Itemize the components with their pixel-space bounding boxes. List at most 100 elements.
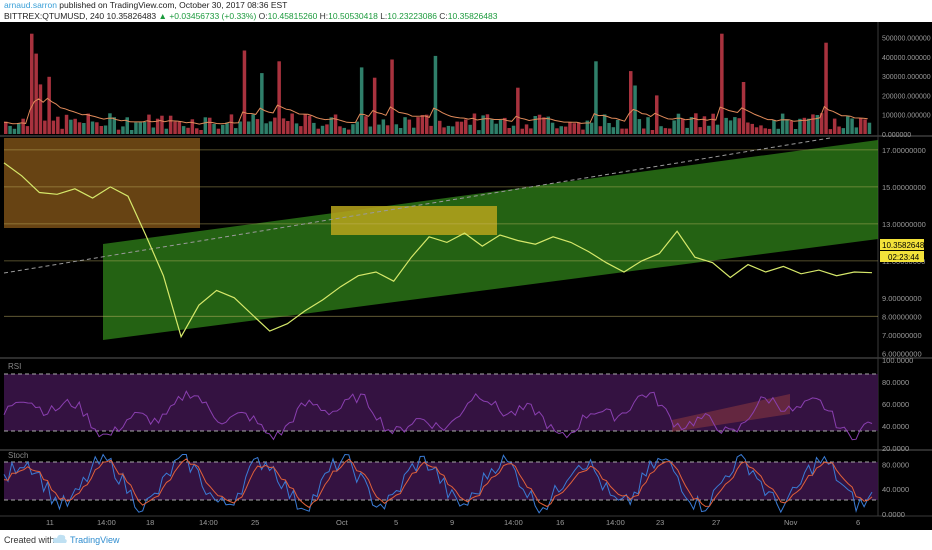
price-line — [3, 162, 873, 339]
stoch-band-fill — [4, 462, 878, 500]
volume-bar — [303, 114, 307, 134]
volume-bar — [234, 128, 238, 134]
time-tick-label: 27 — [712, 518, 720, 527]
volume-bar — [412, 127, 416, 134]
volume-bar — [780, 113, 785, 134]
volume-bar — [34, 53, 38, 134]
volume-bar — [589, 122, 594, 134]
volume-bar — [420, 115, 425, 134]
volume-bar — [828, 129, 833, 134]
volume-bar — [333, 114, 338, 134]
volume-bar — [129, 130, 134, 134]
volume-bar — [637, 119, 642, 134]
volume-bar — [286, 121, 290, 134]
volume-bar — [108, 113, 112, 134]
volume-bar — [208, 117, 212, 134]
price-tick-label: 7.00000000 — [882, 331, 922, 340]
volume-bar — [832, 118, 837, 134]
volume-bar — [503, 117, 507, 134]
volume-bar — [25, 126, 30, 134]
volume-bar — [837, 126, 841, 134]
volume-bar — [4, 121, 8, 134]
price-tick-label: 13.00000000 — [882, 220, 926, 229]
volume-bar — [82, 123, 86, 134]
stoch-label: Stoch — [8, 451, 28, 460]
volume-bar — [763, 128, 767, 134]
volume-bar — [438, 120, 442, 134]
volume-bar — [494, 123, 498, 134]
volume-bar — [294, 123, 299, 134]
resistance-zone-box[interactable] — [4, 138, 200, 228]
volume-bar — [711, 113, 715, 134]
chart-header: arnaud.sarron published on TradingView.c… — [0, 0, 932, 22]
volume-bar — [381, 119, 386, 134]
tradingview-cloud-icon — [52, 534, 67, 543]
volume-bar — [702, 116, 707, 134]
volume-bar — [624, 128, 629, 134]
volume-bar — [190, 119, 195, 134]
consolidation-box[interactable] — [331, 206, 497, 235]
volume-bar — [199, 130, 203, 134]
volume-tick-label: 200000.000000 — [882, 93, 931, 100]
volume-bar — [668, 128, 672, 134]
rsi-rising-channel[interactable] — [672, 394, 790, 432]
created-with-text: Created with — [4, 535, 55, 545]
volume-bar — [221, 124, 225, 134]
volume-bar — [103, 125, 108, 134]
open-label: O: — [258, 11, 268, 21]
volume-bar — [785, 119, 789, 134]
author-link[interactable]: arnaud.sarron — [4, 0, 57, 10]
tradingview-link[interactable]: TradingView — [70, 535, 120, 545]
volume-bar — [737, 118, 741, 134]
volume-bar — [442, 127, 446, 134]
volume-bar — [455, 121, 459, 134]
volume-bar — [750, 123, 754, 134]
volume-bar — [815, 115, 820, 134]
volume-bar — [741, 82, 746, 134]
published-text: published on TradingView.com, October 30… — [59, 0, 288, 10]
volume-bar — [225, 122, 229, 134]
volume-bar — [694, 113, 698, 134]
volume-bar — [655, 95, 659, 134]
volume-bar — [281, 118, 286, 134]
volume-bar — [43, 120, 47, 134]
stoch-tick-label: 40.0000 — [882, 485, 909, 494]
horizontal-levels — [4, 149, 878, 317]
time-tick-label: 18 — [146, 518, 154, 527]
volume-bar — [793, 129, 798, 134]
close-label: C: — [439, 11, 448, 21]
volume-bar — [255, 119, 260, 134]
volume-bar — [12, 128, 17, 134]
last-price-tag-text: 10.35826483 — [882, 241, 929, 250]
stoch-d-line — [3, 458, 873, 509]
countdown-tag-text: 02:23:44 — [888, 253, 920, 262]
time-tick-label: 25 — [251, 518, 259, 527]
time-tick-label: 14:00 — [97, 518, 116, 527]
rsi-tick-label: 80.0000 — [882, 378, 909, 387]
volume-bar — [620, 128, 624, 134]
volume-bar — [611, 127, 616, 134]
volume-bar — [238, 121, 242, 134]
chart-canvas[interactable]: 500000.000000 400000.000000 300000.000000 2… — [0, 22, 932, 530]
volume-bar — [260, 73, 264, 134]
volume-bar — [464, 119, 468, 134]
volume-bar — [121, 126, 125, 134]
volume-bar — [537, 114, 542, 134]
volume-bar — [134, 122, 138, 134]
volume-bar — [325, 124, 329, 134]
volume-bar — [650, 130, 655, 134]
stoch-axis: 80.0000 40.0000 0.0000 — [882, 460, 909, 519]
volume-bars — [4, 33, 872, 135]
volume-bar — [446, 125, 451, 134]
ascending-channel[interactable] — [103, 140, 878, 340]
time-tick-label: 14:00 — [606, 518, 625, 527]
volume-bar — [73, 118, 77, 134]
volume-bar — [385, 125, 390, 134]
last-price: 10.35826483 — [106, 11, 157, 21]
volume-bar — [806, 118, 811, 134]
volume-bar — [277, 61, 281, 134]
volume-tick-label: 100000.000000 — [882, 113, 931, 120]
change-up-icon: ▲ — [158, 11, 167, 21]
volume-bar — [242, 50, 247, 134]
volume-bar — [759, 125, 763, 134]
